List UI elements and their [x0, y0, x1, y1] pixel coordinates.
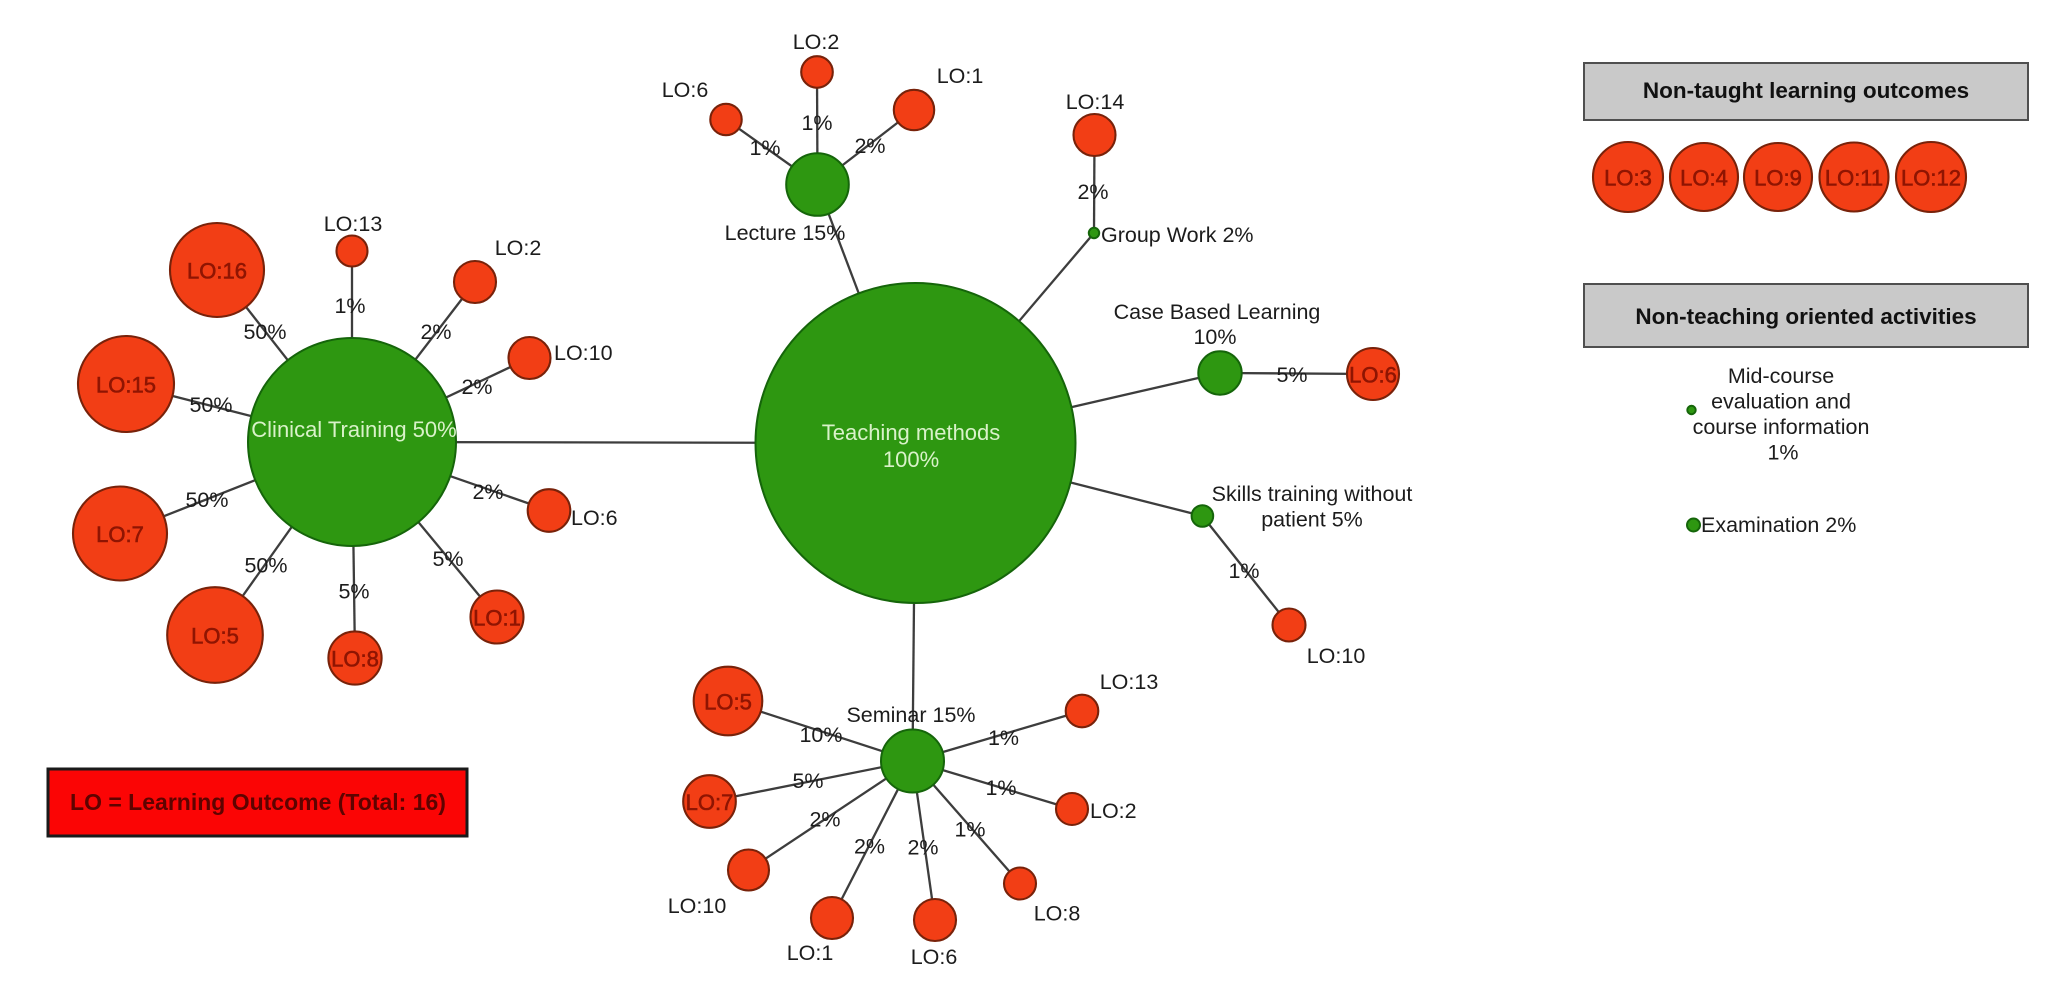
svg-text:2%: 2% [1077, 180, 1108, 204]
svg-text:1%: 1% [1228, 559, 1259, 583]
svg-text:LO:1: LO:1 [937, 64, 984, 88]
svg-text:2%: 2% [420, 320, 451, 344]
svg-text:LO:6: LO:6 [911, 945, 958, 969]
svg-text:LO:1: LO:1 [473, 606, 521, 631]
svg-text:course information: course information [1693, 415, 1870, 439]
svg-text:LO:5: LO:5 [191, 624, 239, 649]
svg-text:10%: 10% [1193, 325, 1236, 349]
svg-text:LO:1: LO:1 [787, 941, 834, 965]
svg-text:LO:4: LO:4 [1680, 166, 1728, 191]
svg-text:50%: 50% [185, 488, 228, 512]
svg-text:1%: 1% [985, 776, 1016, 800]
svg-text:Non-teaching oriented activiti: Non-teaching oriented activities [1635, 304, 1976, 329]
svg-text:2%: 2% [809, 808, 840, 832]
svg-text:LO:3: LO:3 [1604, 166, 1652, 191]
svg-text:Case Based Learning: Case Based Learning [1114, 300, 1321, 324]
svg-text:50%: 50% [243, 320, 286, 344]
svg-text:10%: 10% [799, 723, 842, 747]
svg-text:2%: 2% [472, 480, 503, 504]
svg-text:100%: 100% [883, 447, 939, 472]
svg-text:LO:10: LO:10 [554, 341, 613, 365]
svg-text:Clinical Training 50%: Clinical Training 50% [251, 417, 456, 442]
svg-text:Teaching methods: Teaching methods [822, 420, 1001, 445]
svg-text:LO:9: LO:9 [1754, 166, 1802, 191]
svg-text:5%: 5% [338, 580, 369, 604]
svg-text:Examination 2%: Examination 2% [1701, 513, 1856, 537]
svg-text:Seminar 15%: Seminar 15% [846, 703, 975, 727]
svg-text:5%: 5% [792, 769, 823, 793]
svg-text:50%: 50% [189, 393, 232, 417]
svg-text:patient 5%: patient 5% [1261, 508, 1363, 532]
svg-text:1%: 1% [334, 294, 365, 318]
svg-text:Group Work 2%: Group Work 2% [1101, 223, 1254, 247]
svg-text:LO:2: LO:2 [495, 236, 542, 260]
svg-text:LO:8: LO:8 [331, 647, 379, 672]
svg-text:LO:8: LO:8 [1034, 902, 1081, 926]
svg-text:2%: 2% [854, 134, 885, 158]
svg-text:LO:6: LO:6 [571, 506, 618, 530]
svg-text:LO:12: LO:12 [1901, 166, 1961, 191]
svg-text:2%: 2% [461, 375, 492, 399]
svg-text:LO:5: LO:5 [704, 690, 752, 715]
svg-text:LO:6: LO:6 [1349, 363, 1397, 388]
svg-text:evaluation and: evaluation and [1711, 390, 1851, 414]
svg-text:Skills training without: Skills training without [1212, 482, 1413, 506]
svg-text:5%: 5% [432, 547, 463, 571]
svg-text:1%: 1% [1767, 441, 1798, 465]
svg-text:LO:11: LO:11 [1825, 166, 1883, 191]
svg-text:5%: 5% [1276, 363, 1307, 387]
svg-text:1%: 1% [954, 818, 985, 842]
svg-text:LO:6: LO:6 [662, 78, 709, 102]
svg-text:1%: 1% [749, 136, 780, 160]
svg-text:50%: 50% [244, 554, 287, 578]
svg-text:LO:10: LO:10 [1307, 644, 1366, 668]
svg-text:1%: 1% [801, 111, 832, 135]
svg-text:LO:13: LO:13 [324, 212, 383, 236]
svg-text:LO:2: LO:2 [1090, 799, 1137, 823]
svg-text:LO:2: LO:2 [793, 30, 840, 54]
svg-text:LO:15: LO:15 [96, 373, 156, 398]
svg-text:LO:7: LO:7 [686, 790, 734, 815]
svg-text:LO = Learning Outcome (Total:: LO = Learning Outcome (Total: 16) [70, 789, 446, 815]
svg-text:2%: 2% [854, 835, 885, 859]
svg-text:Lecture 15%: Lecture 15% [725, 221, 846, 245]
svg-text:LO:13: LO:13 [1100, 670, 1159, 694]
svg-text:LO:16: LO:16 [187, 259, 247, 284]
svg-text:LO:10: LO:10 [668, 894, 727, 918]
svg-text:LO:14: LO:14 [1066, 90, 1125, 114]
svg-text:1%: 1% [988, 726, 1019, 750]
svg-text:LO:7: LO:7 [96, 522, 144, 547]
svg-text:Non-taught learning outcomes: Non-taught learning outcomes [1643, 78, 1969, 103]
svg-text:Mid-course: Mid-course [1728, 364, 1834, 388]
svg-text:2%: 2% [907, 836, 938, 860]
